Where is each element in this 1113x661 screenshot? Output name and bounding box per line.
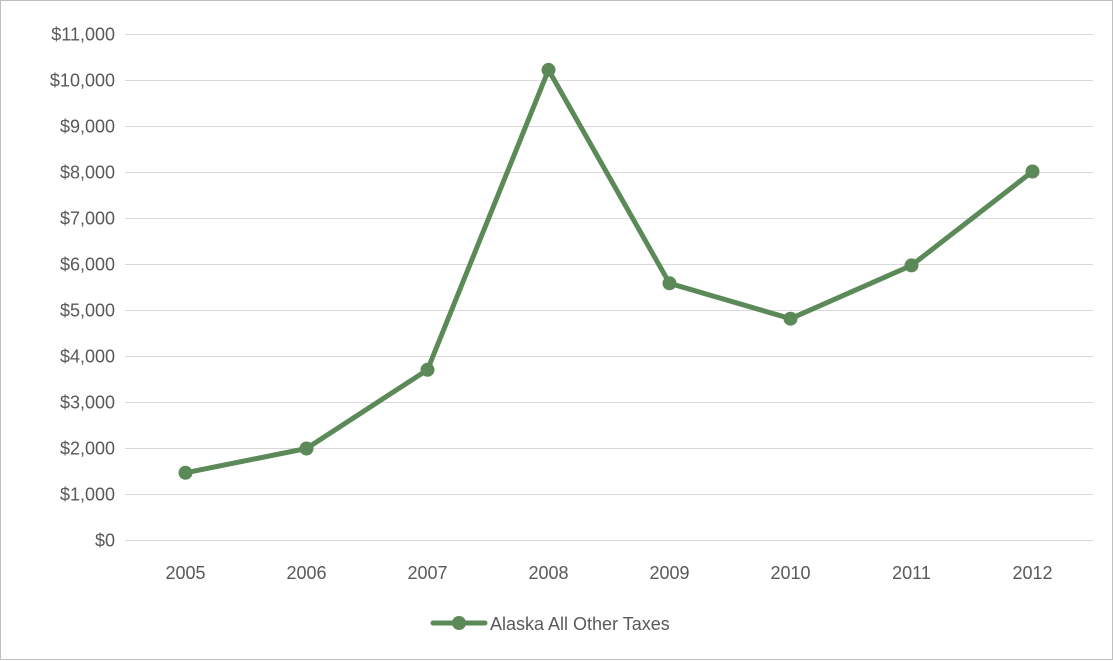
y-tick-label: $2,000 [60, 439, 115, 459]
x-tick-label: 2007 [407, 563, 447, 583]
x-tick-label: 2009 [649, 563, 689, 583]
y-tick-label: $1,000 [60, 485, 115, 505]
y-axis-tick-labels: $0 $1,000 $2,000 $3,000 $4,000 $5,000 $6,000 $7… [50, 25, 115, 551]
data-point [1025, 164, 1040, 179]
data-point [178, 465, 193, 480]
x-tick-label: 2010 [770, 563, 810, 583]
y-tick-label: $7,000 [60, 209, 115, 229]
legend-label: Alaska All Other Taxes [490, 614, 670, 634]
y-tick-label: $6,000 [60, 255, 115, 275]
gridlines [125, 34, 1093, 541]
y-tick-label: $5,000 [60, 301, 115, 321]
data-point [662, 276, 677, 291]
y-tick-label: $11,000 [51, 25, 115, 45]
data-point [904, 258, 919, 273]
y-tick-label: $3,000 [60, 393, 115, 413]
x-tick-label: 2011 [892, 563, 931, 583]
x-axis-tick-labels: 2005 2006 2007 2008 2009 2010 2011 2012 [165, 563, 1052, 583]
x-tick-label: 2006 [286, 563, 326, 583]
x-tick-label: 2005 [165, 563, 205, 583]
y-tick-label: $8,000 [60, 163, 115, 183]
series-line [183, 67, 1035, 476]
y-tick-label: $9,000 [60, 117, 115, 137]
legend-marker-icon [452, 616, 466, 630]
y-tick-label: $10,000 [50, 71, 115, 91]
x-tick-label: 2012 [1012, 563, 1052, 583]
legend: Alaska All Other Taxes [430, 614, 670, 634]
y-tick-label: $0 [95, 531, 115, 551]
data-point [299, 441, 314, 456]
data-point [541, 62, 556, 77]
data-point [420, 362, 435, 377]
x-tick-label: 2008 [528, 563, 568, 583]
y-tick-label: $4,000 [60, 347, 115, 367]
series-group [178, 62, 1040, 480]
data-point [783, 311, 798, 326]
